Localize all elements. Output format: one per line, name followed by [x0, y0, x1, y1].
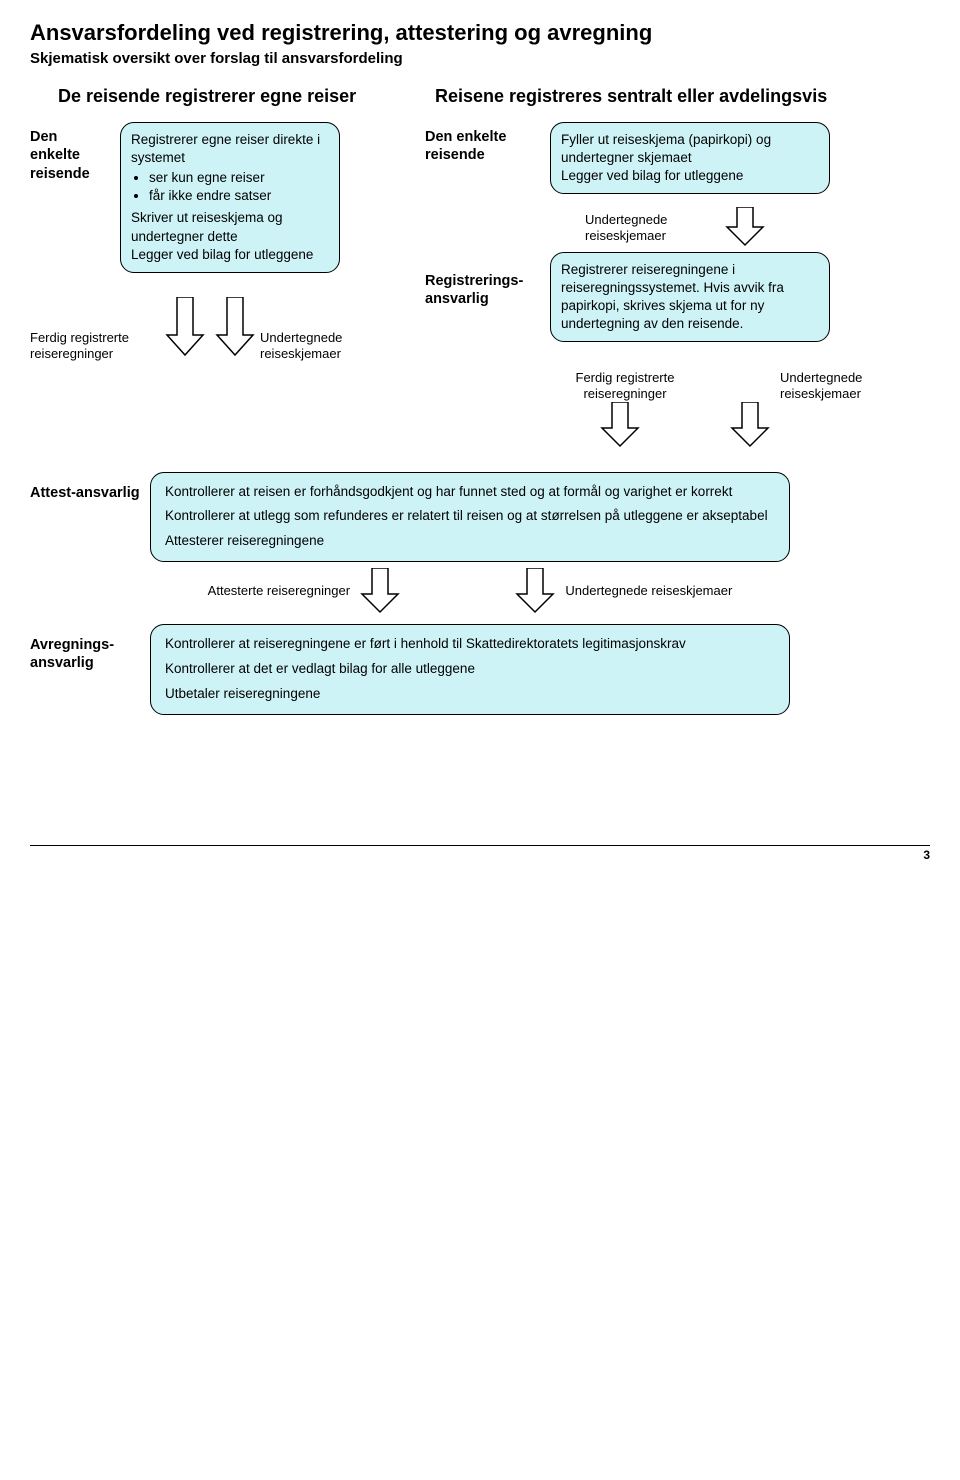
- arrow-down-icon: [360, 568, 400, 614]
- box-registrerings: Registrerer reiseregningene i reiseregni…: [550, 252, 830, 343]
- role-label-registrerings: Registrerings-ansvarlig: [425, 272, 535, 310]
- arrow-down-icon: [165, 297, 205, 357]
- box-text: Kontrollerer at det er vedlagt bilag for…: [165, 660, 775, 679]
- role-label-attest: Attest-ansvarlig: [30, 472, 150, 502]
- box-reisende-left: Registrerer egne reiser direkte i system…: [120, 122, 340, 274]
- page-number: 3: [923, 848, 930, 862]
- column-headers: De reisende registrerer egne reiser Reis…: [30, 85, 930, 108]
- page-subtitle: Skjematisk oversikt over forslag til ans…: [30, 50, 930, 67]
- box-text: Kontrollerer at reisen er forhåndsgodkje…: [165, 483, 775, 502]
- box-reisende-right: Fyller ut reiseskjema (papirkopi) og und…: [550, 122, 830, 195]
- avregn-row: Avregnings-ansvarlig Kontrollerer at rei…: [30, 624, 930, 715]
- output-label-left1: Ferdig registrerte reiseregninger: [30, 330, 160, 363]
- box-text: Legger ved bilag for utleggene: [561, 167, 819, 185]
- page-title: Ansvarsfordeling ved registrering, attes…: [30, 20, 930, 46]
- top-flow-area: Den enkelte reisende Registrerer egne re…: [30, 122, 930, 462]
- arrow-down-icon: [215, 297, 255, 357]
- box-text: Fyller ut reiseskjema (papirkopi) og und…: [561, 131, 819, 167]
- bullet-item: får ikke endre satser: [149, 187, 329, 205]
- output-label-left2: Undertegnede reiseskjemaer: [260, 330, 390, 363]
- col-head-right: Reisene registreres sentralt eller avdel…: [435, 85, 930, 108]
- box-avregnings: Kontrollerer at reiseregningene er ført …: [150, 624, 790, 715]
- box-text: Skriver ut reiseskjema og undertegner de…: [131, 209, 329, 245]
- page-footer: 3: [30, 845, 930, 862]
- output-label-right1: Ferdig registrerte reiseregninger: [560, 370, 690, 403]
- output-label-right2: Undertegnede reiseskjemaer: [780, 370, 910, 403]
- box-text: Utbetaler reiseregningene: [165, 685, 775, 704]
- role-label-reisende-right: Den enkelte reisende: [425, 128, 525, 166]
- col-head-left: De reisende registrerer egne reiser: [30, 85, 435, 108]
- role-label-reisende-left: Den enkelte reisende: [30, 128, 110, 185]
- output-label-attesterte: Attesterte reiseregninger: [208, 583, 350, 599]
- attest-row: Attest-ansvarlig Kontrollerer at reisen …: [30, 472, 930, 563]
- box-text: Legger ved bilag for utleggene: [131, 246, 329, 264]
- arrow-down-icon: [730, 402, 770, 448]
- box-text: Registrerer egne reiser direkte i system…: [131, 131, 329, 167]
- arrow-down-icon: [600, 402, 640, 448]
- arrow-down-icon: [515, 568, 555, 614]
- output-label-undertegnede: Undertegnede reiseskjemaer: [565, 583, 732, 599]
- output-label-mid: Undertegnede reiseskjemaer: [585, 212, 705, 245]
- box-text: Kontrollerer at utlegg som refunderes er…: [165, 507, 775, 526]
- box-bullets: ser kun egne reiser får ikke endre satse…: [131, 169, 329, 205]
- role-label-avregnings: Avregnings-ansvarlig: [30, 624, 150, 672]
- box-text: Attesterer reiseregningene: [165, 532, 775, 551]
- box-text: Registrerer reiseregningene i reiseregni…: [561, 262, 784, 332]
- box-text: Kontrollerer at reiseregningene er ført …: [165, 635, 775, 654]
- box-attest: Kontrollerer at reisen er forhåndsgodkje…: [150, 472, 790, 563]
- bullet-item: ser kun egne reiser: [149, 169, 329, 187]
- lower-flow-area: Attest-ansvarlig Kontrollerer at reisen …: [30, 472, 930, 715]
- between-row: Attesterte reiseregninger Undertegnede r…: [150, 568, 790, 614]
- arrow-down-icon: [725, 207, 765, 247]
